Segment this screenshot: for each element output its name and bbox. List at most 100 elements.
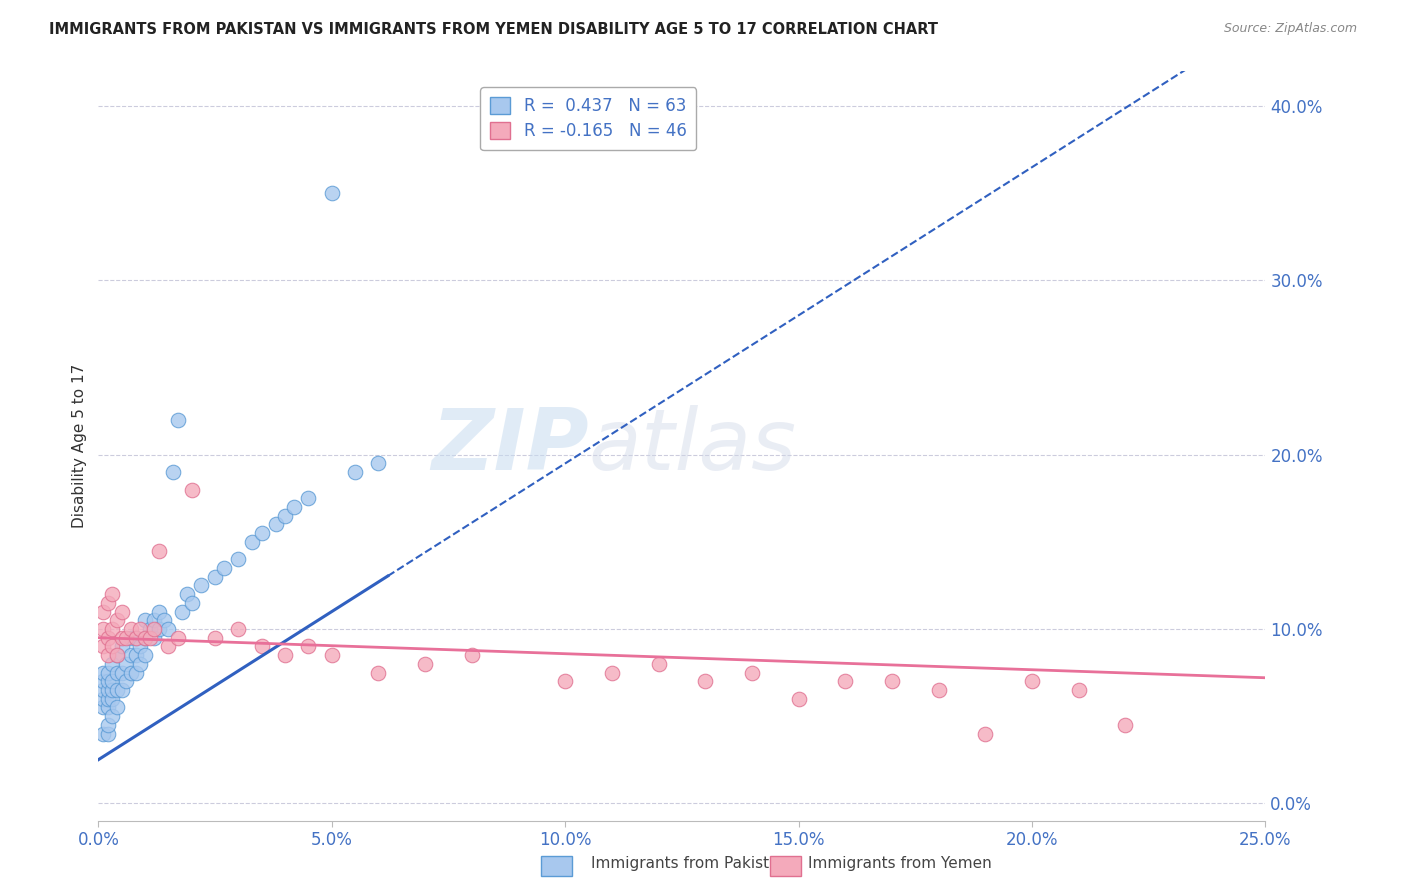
Point [115,674,138,689]
Point [367,457,389,471]
Point [367,665,389,680]
Point [180,596,202,610]
Point [228,622,250,636]
Point [148,622,170,636]
Point [91,665,114,680]
Point [204,631,226,645]
Point [105,648,128,662]
Point [283,500,305,514]
Point [880,674,903,689]
Point [105,665,128,680]
Point [97,596,120,610]
Point [1021,674,1043,689]
Point [91,605,114,619]
Point [1114,718,1136,732]
Point [148,543,170,558]
Point [101,587,124,601]
Point [554,674,576,689]
Point [157,622,180,636]
Point [101,691,124,706]
Point [97,682,120,697]
Point [297,491,319,506]
Point [91,700,114,714]
Point [129,640,152,654]
Point [97,648,120,662]
Point [134,631,156,645]
Point [120,622,142,636]
Point [97,700,120,714]
Point [143,613,166,627]
Point [105,682,128,697]
Point [111,640,134,654]
Point [125,648,148,662]
Point [834,674,856,689]
Point [97,691,120,706]
Point [97,631,120,645]
Point [101,622,124,636]
Point [111,682,134,697]
Point [91,674,114,689]
Text: atlas: atlas [589,404,797,488]
Point [204,570,226,584]
Point [787,691,810,706]
Point [974,726,997,740]
Point [91,726,114,740]
Legend: R =  0.437   N = 63, R = -0.165   N = 46: R = 0.437 N = 63, R = -0.165 N = 46 [481,87,696,150]
Point [125,631,148,645]
Text: IMMIGRANTS FROM PAKISTAN VS IMMIGRANTS FROM YEMEN DISABILITY AGE 5 TO 17 CORRELA: IMMIGRANTS FROM PAKISTAN VS IMMIGRANTS F… [49,22,938,37]
Point [152,613,174,627]
Point [228,552,250,566]
Point [134,613,156,627]
Text: Source: ZipAtlas.com: Source: ZipAtlas.com [1223,22,1357,36]
Point [242,534,264,549]
Y-axis label: Disability Age 5 to 17: Disability Age 5 to 17 [72,364,87,528]
Point [1067,682,1090,697]
Point [274,648,297,662]
Point [344,465,367,479]
Point [129,622,152,636]
Point [111,631,134,645]
Point [97,674,120,689]
Point [120,648,142,662]
Point [97,665,120,680]
Point [101,682,124,697]
Point [214,561,236,575]
Point [129,657,152,671]
Point [148,605,170,619]
Point [461,648,484,662]
Point [190,578,212,592]
Point [928,682,950,697]
Point [741,665,763,680]
Point [180,483,202,497]
Point [97,718,120,732]
Point [143,622,166,636]
Point [105,613,128,627]
Point [120,665,142,680]
Point [91,691,114,706]
Point [134,648,156,662]
Point [166,413,188,427]
Text: ZIP: ZIP [430,404,589,488]
Point [162,465,184,479]
Point [101,640,124,654]
Point [139,622,162,636]
Point [91,622,114,636]
Text: Immigrants from Pakistan: Immigrants from Pakistan [591,856,787,871]
Point [413,657,436,671]
Point [91,640,114,654]
Point [143,631,166,645]
Point [97,726,120,740]
Point [111,665,134,680]
Point [274,508,297,523]
Point [101,674,124,689]
Point [321,648,343,662]
Point [120,631,142,645]
Point [176,587,198,601]
Point [134,631,156,645]
Point [647,657,669,671]
Point [125,631,148,645]
Point [250,640,273,654]
Point [695,674,717,689]
Text: Immigrants from Yemen: Immigrants from Yemen [808,856,993,871]
Point [105,648,128,662]
